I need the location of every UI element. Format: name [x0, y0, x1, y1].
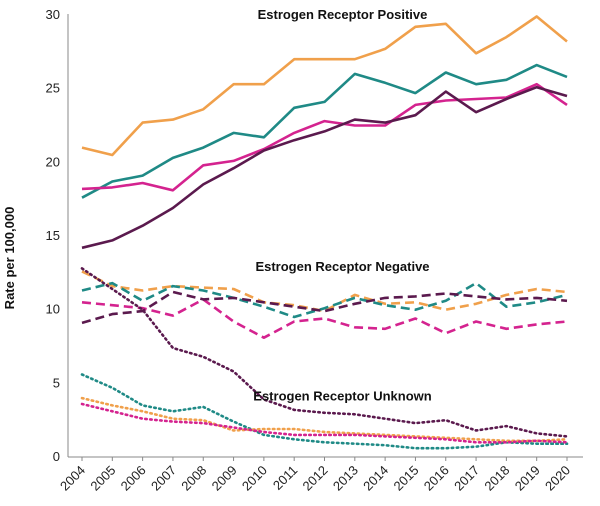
axes-layer: [67, 14, 583, 458]
x-tick-label: 2015: [391, 463, 422, 494]
series-line-er-plum: [81, 290, 568, 325]
y-tick-label: 15: [46, 228, 60, 243]
group-labels: Estrogen Receptor Positive Estrogen Recep…: [253, 7, 431, 404]
x-tick-label: 2017: [451, 463, 482, 494]
x-tick-label: 2012: [300, 463, 331, 494]
x-tick-label: 2008: [178, 463, 209, 494]
group-label: Estrogen Receptor Positive: [258, 7, 428, 22]
x-tick-labels: 2004 2005 2006 2007 2008 2009 2010 2011 2012 2013…: [57, 457, 573, 494]
x-tick-label: 2013: [330, 463, 361, 494]
y-tick-label: 20: [46, 154, 60, 169]
y-tick-label: 10: [46, 302, 60, 317]
series-layer: [80, 15, 569, 450]
y-tick-label: 5: [53, 375, 60, 390]
series-line-er-teal: [81, 281, 568, 319]
series-line-er-orange: [81, 15, 568, 157]
y-axis-label: Rate per 100,000: [2, 207, 17, 310]
group-label: Estrogen Receptor Unknown: [253, 389, 431, 404]
series-line-er-orange: [81, 270, 568, 313]
x-tick-label: 2005: [87, 463, 118, 494]
series-line-unknown-teal: [80, 373, 569, 450]
series-line-er-teal: [81, 63, 568, 199]
x-tick-label: 2004: [57, 463, 88, 494]
x-tick-label: 2009: [209, 463, 240, 494]
x-tick-label: 2006: [118, 463, 149, 494]
x-tick-label: 2011: [270, 463, 300, 493]
x-tick-label: 2007: [148, 463, 179, 494]
y-tick-label: 0: [53, 449, 60, 464]
y-tick-labels: 0 5 10 15 20 25 30: [46, 7, 60, 464]
x-tick-label: 2010: [239, 463, 270, 494]
x-tick-label: 2020: [542, 463, 573, 494]
x-tick-label: 2014: [360, 463, 391, 494]
series-line-er-magenta: [81, 82, 568, 192]
series-line-unknown-magenta: [80, 402, 569, 444]
y-tick-label: 30: [46, 7, 60, 22]
y-tick-label: 25: [46, 81, 60, 96]
x-tick-label: 2019: [512, 463, 543, 494]
series-line-er-magenta: [81, 298, 568, 340]
x-tick-label: 2016: [421, 463, 452, 494]
x-tick-label: 2018: [481, 463, 512, 494]
series-line-unknown-plum: [80, 267, 569, 438]
series-line-er-plum: [81, 85, 568, 250]
series-line-unknown-orange: [80, 396, 569, 443]
group-label: Estrogen Receptor Negative: [255, 259, 429, 274]
